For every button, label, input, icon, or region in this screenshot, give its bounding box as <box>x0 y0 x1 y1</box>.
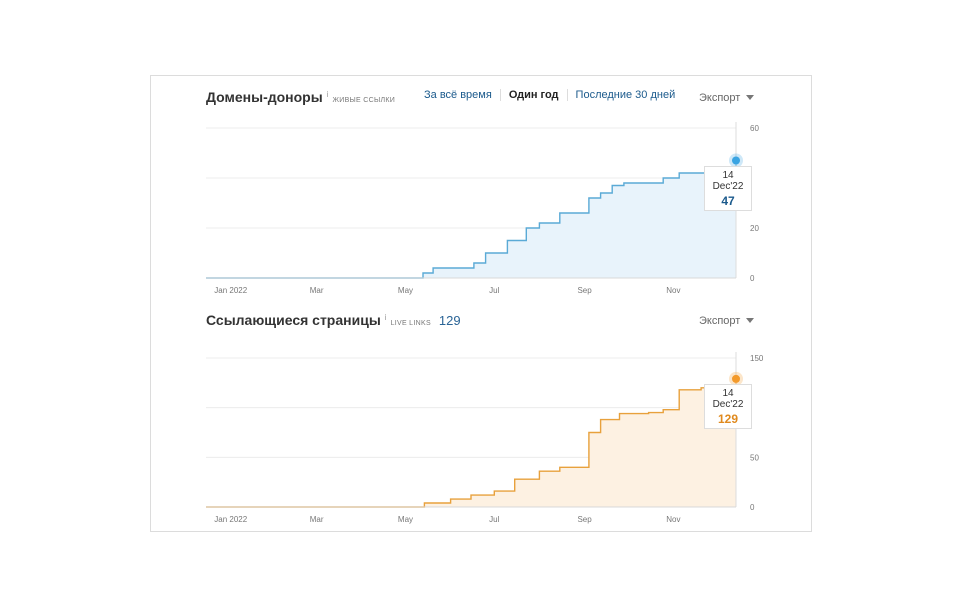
pages-title: Ссылающиеся страницы <box>206 312 381 328</box>
pages-count: 129 <box>438 313 461 328</box>
x-tick-label: Sep <box>577 286 592 295</box>
x-tick-label: Jan 2022 <box>214 286 247 295</box>
export-label: Экспорт <box>699 92 741 104</box>
domains-chart: 60 20 0 Jan 2022 Mar May Jul Sep Nov <box>206 122 759 295</box>
x-tick-label: May <box>398 515 413 524</box>
tooltip-date: 14 Dec'22 <box>712 388 744 410</box>
x-tick-label: May <box>398 286 413 295</box>
domains-section: Домены-доноры i живые ссылки За всё врем… <box>151 76 813 301</box>
y-tick-label: 0 <box>750 274 755 283</box>
x-tick-label: Sep <box>577 515 592 524</box>
pages-chart: 150 50 0 Jan 2022 Mar May Jul Sep Nov <box>206 352 764 524</box>
info-icon[interactable]: i <box>326 90 329 99</box>
tab-divider <box>566 89 568 101</box>
x-tick-label: Mar <box>310 286 324 295</box>
y-tick-label: 20 <box>750 224 759 233</box>
y-tick-label: 50 <box>750 453 759 462</box>
domains-tooltip: 14 Dec'22 47 <box>704 166 752 211</box>
info-icon[interactable]: i <box>384 313 387 322</box>
series-line <box>206 378 737 508</box>
domains-title: Домены-доноры <box>206 89 323 105</box>
chevron-down-icon <box>746 318 755 323</box>
tab-divider <box>499 89 501 101</box>
x-tick-label: Mar <box>310 515 324 524</box>
domains-header: Домены-доноры i живые ссылки <box>206 89 395 109</box>
tab-last-30-days[interactable]: Последние 30 дней <box>575 89 676 101</box>
y-tick-label: 0 <box>750 503 755 512</box>
backlinks-card: Домены-доноры i живые ссылки За всё врем… <box>150 75 812 532</box>
chevron-down-icon <box>746 95 755 100</box>
series-area <box>206 160 736 278</box>
pages-export-button[interactable]: Экспорт <box>699 315 755 327</box>
y-tick-label: 60 <box>750 124 759 133</box>
x-tick-label: Jul <box>489 515 499 524</box>
tab-one-year[interactable]: Один год <box>508 89 559 101</box>
pages-header: Ссылающиеся страницы i live links 129 <box>206 312 461 332</box>
domains-subtitle: живые ссылки <box>332 97 396 104</box>
tooltip-date: 14 Dec'22 <box>712 170 744 192</box>
export-label: Экспорт <box>699 315 741 327</box>
x-tick-label: Nov <box>666 286 680 295</box>
x-tick-label: Jan 2022 <box>214 515 247 524</box>
range-tabs: За всё время Один год Последние 30 дней <box>416 89 683 101</box>
series-line <box>206 160 737 279</box>
x-tick-label: Nov <box>666 515 680 524</box>
series-area <box>206 378 736 507</box>
tooltip-value: 129 <box>717 412 739 426</box>
domains-export-button[interactable]: Экспорт <box>699 92 755 104</box>
x-tick-label: Jul <box>489 286 499 295</box>
pages-section: Ссылающиеся страницы i live links 129 Эк… <box>151 301 813 533</box>
pages-subtitle: live links <box>390 320 431 327</box>
tooltip-value: 47 <box>721 194 735 208</box>
y-tick-label: 150 <box>750 354 764 363</box>
tab-all-time[interactable]: За всё время <box>424 89 492 101</box>
data-point <box>732 374 740 383</box>
pages-tooltip: 14 Dec'22 129 <box>704 384 752 429</box>
data-point <box>732 156 740 165</box>
